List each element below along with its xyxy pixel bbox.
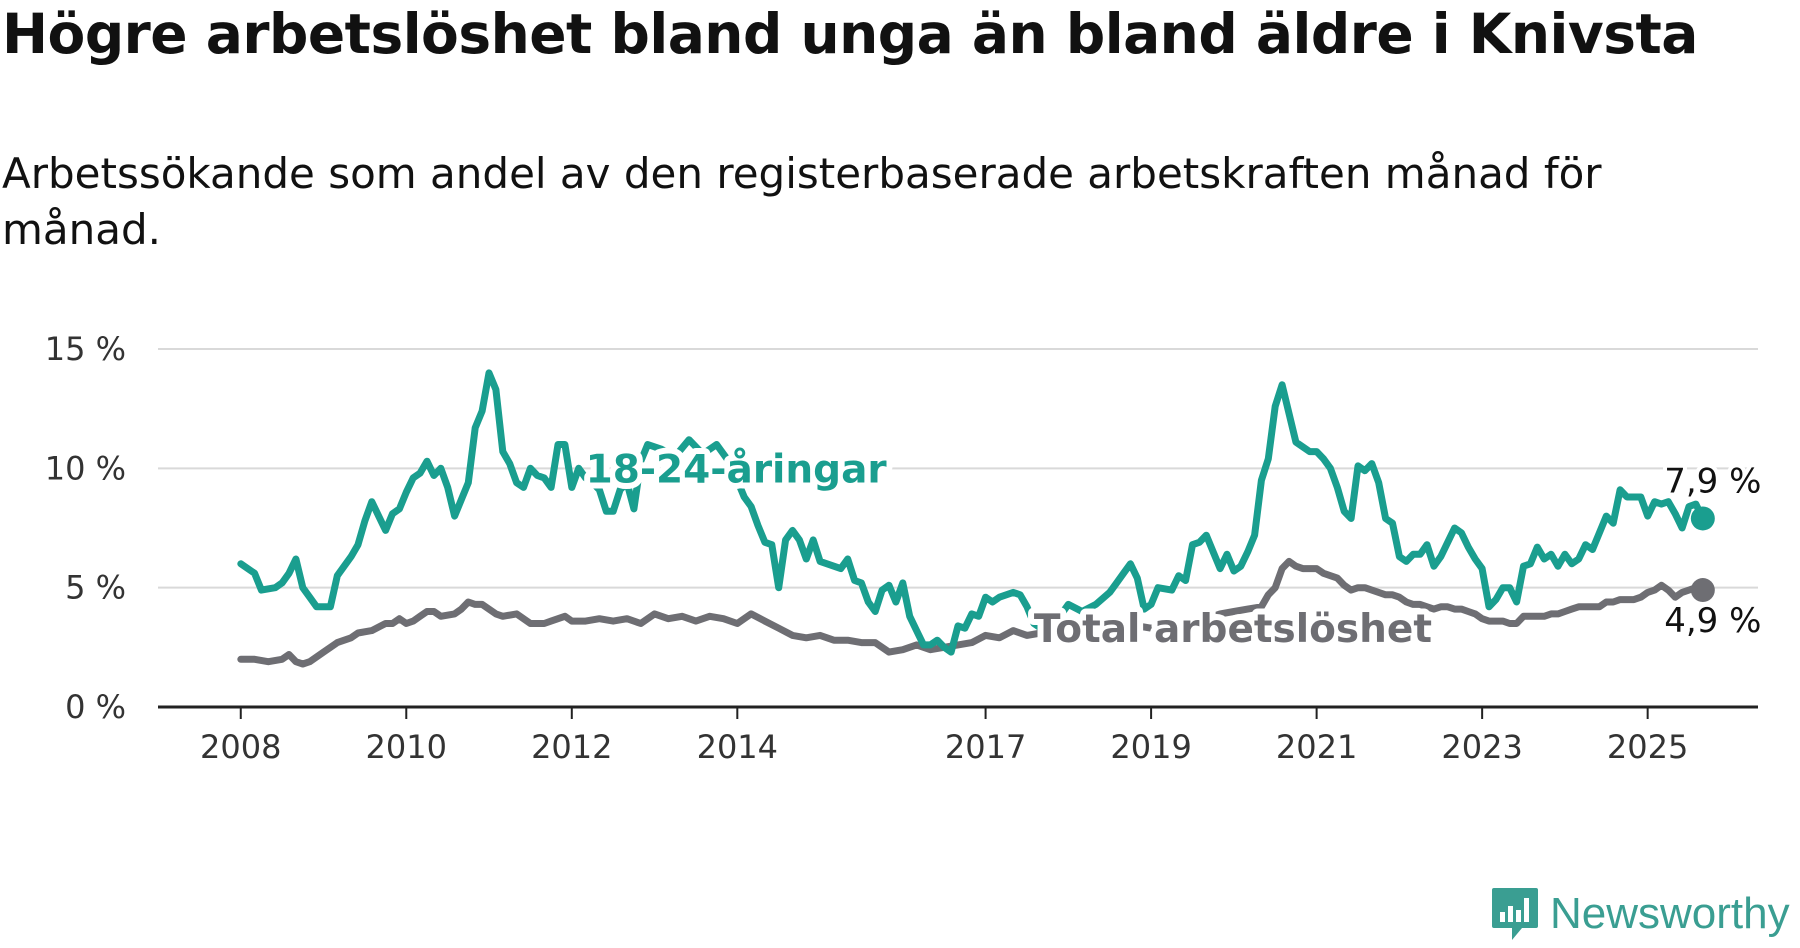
y-tick-label: 10 % <box>45 449 126 487</box>
series-label-total: Total arbetslöshet <box>1034 607 1432 652</box>
series-line-total <box>237 557 1707 668</box>
x-tick-label: 2021 <box>1276 728 1357 766</box>
x-tick-label: 2014 <box>697 728 778 766</box>
x-tick-label: 2012 <box>531 728 612 766</box>
grid-lines <box>158 348 1758 589</box>
series-lines <box>237 369 1715 668</box>
x-tick-label: 2017 <box>945 728 1026 766</box>
x-tick-label: 2008 <box>200 728 281 766</box>
series-line-youth <box>237 369 1707 656</box>
series-labels: 7,9 % 4,9 % 18-24-åringar Total arbetslöshe… <box>580 441 1766 658</box>
x-tick-label: 2025 <box>1607 728 1688 766</box>
y-tick-label: 5 % <box>65 569 126 607</box>
series-label-youth: 18-24-åringar <box>586 447 888 492</box>
end-point-total <box>1690 578 1715 603</box>
x-axis: 2008 2010 2012 2014 2017 2019 2021 2023 2025 <box>158 705 1758 766</box>
chart-subtitle: Arbetssökande som andel av den registerb… <box>2 149 1602 254</box>
newsworthy-logo: Newsworthy <box>1490 886 1790 942</box>
end-value-label-total: 4,9 % <box>1664 601 1761 641</box>
chart-title: Högre arbetslöshet bland unga än bland ä… <box>2 2 1698 66</box>
x-tick-label: 2019 <box>1110 728 1191 766</box>
x-tick-label: 2023 <box>1441 728 1522 766</box>
y-axis-ticks: 0 % 5 % 10 % 15 % <box>45 330 126 726</box>
end-value-label-youth: 7,9 % <box>1664 461 1761 501</box>
bar-chart-speech-bubble-icon <box>1492 888 1538 940</box>
x-tick-label: 2010 <box>366 728 447 766</box>
brand-name: Newsworthy <box>1550 889 1790 938</box>
y-tick-label: 15 % <box>45 330 126 368</box>
end-point-youth <box>1690 506 1715 531</box>
y-tick-label: 0 % <box>65 688 126 726</box>
